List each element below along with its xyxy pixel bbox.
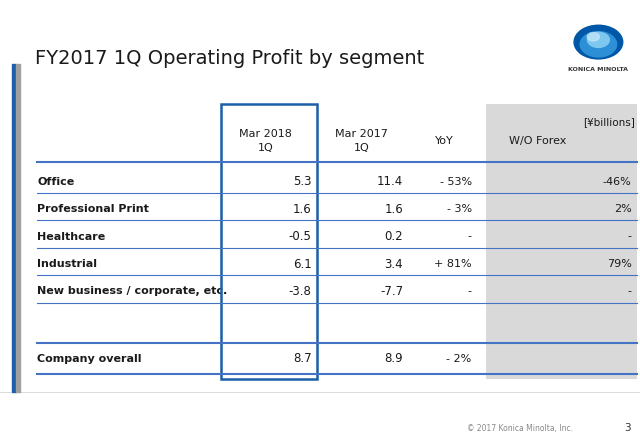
- Text: -: -: [468, 287, 472, 296]
- Text: -: -: [628, 287, 632, 296]
- Text: -0.5: -0.5: [289, 230, 312, 243]
- Text: W/O Forex: W/O Forex: [509, 136, 566, 146]
- Text: 0.2: 0.2: [385, 230, 403, 243]
- Text: -3.8: -3.8: [289, 285, 312, 298]
- Text: Mar 2018
1Q: Mar 2018 1Q: [239, 128, 292, 153]
- Text: Healthcare: Healthcare: [37, 232, 106, 241]
- Text: -7.7: -7.7: [380, 285, 403, 298]
- Text: 11.4: 11.4: [377, 175, 403, 188]
- Text: -: -: [628, 232, 632, 241]
- Text: Company overall: Company overall: [37, 354, 141, 364]
- Text: Professional Print: Professional Print: [37, 204, 149, 214]
- Text: 2%: 2%: [614, 204, 632, 214]
- Text: 3.4: 3.4: [385, 257, 403, 271]
- Text: 8.7: 8.7: [293, 352, 312, 365]
- Text: New business / corporate, etc.: New business / corporate, etc.: [37, 287, 227, 296]
- Text: - 3%: - 3%: [447, 204, 472, 214]
- Text: Mar 2017
1Q: Mar 2017 1Q: [335, 128, 388, 153]
- Text: 8.9: 8.9: [385, 352, 403, 365]
- Text: 79%: 79%: [607, 259, 632, 269]
- Text: 6.1: 6.1: [293, 257, 312, 271]
- Text: Office: Office: [37, 177, 74, 187]
- Text: 5.3: 5.3: [293, 175, 312, 188]
- Text: [¥billions]: [¥billions]: [583, 117, 635, 128]
- Text: FY2017 1Q Operating Profit by segment: FY2017 1Q Operating Profit by segment: [35, 49, 424, 68]
- Text: -: -: [468, 232, 472, 241]
- Text: Industrial: Industrial: [37, 259, 97, 269]
- Text: 1.6: 1.6: [385, 202, 403, 216]
- Text: 1.6: 1.6: [293, 202, 312, 216]
- Text: - 2%: - 2%: [447, 354, 472, 364]
- Text: 3: 3: [624, 423, 630, 433]
- Text: -46%: -46%: [603, 177, 632, 187]
- Text: + 81%: + 81%: [434, 259, 472, 269]
- Text: © 2017 Konica Minolta, Inc.: © 2017 Konica Minolta, Inc.: [467, 424, 573, 433]
- Text: - 53%: - 53%: [440, 177, 472, 187]
- Text: YoY: YoY: [435, 136, 454, 146]
- Text: KONICA MINOLTA: KONICA MINOLTA: [568, 67, 628, 72]
